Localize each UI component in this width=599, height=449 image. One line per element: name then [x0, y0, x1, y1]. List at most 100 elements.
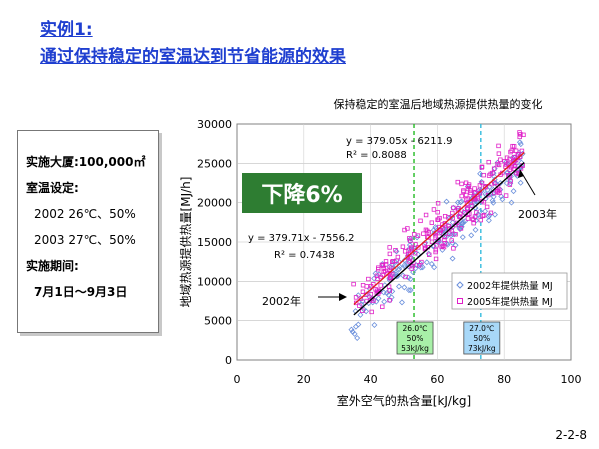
point-2002 — [516, 139, 523, 146]
point-2005 — [491, 166, 497, 171]
point-2005 — [450, 210, 455, 216]
info-building-area: 实施大厦:100,000㎡ — [26, 155, 146, 169]
axes: 0 5000 10000 15000 20000 25000 30000 0 20 40 60 80 1… — [197, 118, 582, 386]
point-2005 — [451, 246, 456, 251]
reference-label-text: 53kJ/kg — [401, 344, 429, 353]
point-2005 — [470, 216, 475, 222]
point-2002 — [443, 198, 450, 205]
point-2005 — [426, 230, 431, 235]
point-2002 — [455, 221, 462, 228]
label-2002: 2002年 — [262, 294, 301, 308]
point-2005 — [519, 148, 525, 154]
reference-label-text: 50% — [473, 334, 490, 343]
point-2002 — [492, 211, 498, 218]
point-2005 — [381, 266, 386, 271]
point-2005 — [472, 186, 477, 191]
y-tick-label: 0 — [225, 354, 232, 367]
point-2002 — [394, 272, 401, 279]
y-tick-label: 25000 — [197, 157, 232, 170]
point-2005 — [459, 193, 464, 199]
point-2002 — [407, 287, 414, 294]
point-2005 — [504, 155, 510, 160]
point-2005 — [453, 232, 458, 237]
x-tick-label: 0 — [234, 373, 241, 386]
info-period-label: 实施期间: — [26, 259, 79, 273]
point-2002 — [407, 276, 414, 282]
info-temp-setting-label: 室温设定: — [26, 181, 79, 195]
point-2005 — [479, 198, 485, 204]
point-2005 — [484, 204, 490, 210]
point-2005 — [368, 284, 374, 289]
reduction-callout-text: 下降6% — [261, 183, 342, 208]
reference-label-box — [396, 321, 434, 355]
point-2005 — [477, 183, 483, 188]
point-2005 — [387, 245, 392, 250]
point-2005 — [429, 239, 435, 245]
point-2005 — [407, 256, 413, 261]
point-2005 — [466, 184, 472, 189]
point-2005 — [436, 217, 441, 222]
point-2002 — [375, 295, 382, 302]
point-2005 — [400, 244, 406, 249]
point-2002 — [410, 269, 417, 276]
point-2005 — [378, 274, 383, 280]
point-2002 — [401, 284, 408, 291]
point-2005 — [380, 263, 386, 268]
chart-title: 保持稳定的室温后地域热源提供热量的变化 — [334, 97, 543, 111]
point-2002 — [459, 234, 466, 241]
point-2005 — [422, 242, 427, 247]
point-2005 — [465, 207, 470, 212]
point-2005 — [442, 214, 448, 219]
point-2002 — [400, 272, 407, 279]
point-2005 — [496, 151, 502, 156]
point-2002 — [380, 289, 387, 296]
point-2005 — [369, 309, 374, 315]
point-2005 — [409, 266, 414, 271]
point-2002 — [508, 199, 515, 206]
point-2005 — [383, 262, 389, 267]
fit-2005-r2: R² = 0.8088 — [346, 150, 407, 161]
y-tick-label: 30000 — [197, 118, 232, 131]
point-2002 — [468, 232, 475, 239]
point-2002 — [351, 330, 358, 337]
point-2005 — [478, 217, 483, 223]
point-2005 — [360, 308, 365, 313]
point-2002 — [389, 288, 396, 295]
label-2003: 2003年 — [518, 207, 557, 221]
y-tick-label: 20000 — [197, 197, 232, 210]
point-2005 — [429, 220, 435, 225]
trendline-2005 — [353, 151, 525, 306]
legend — [451, 272, 568, 310]
point-2005 — [464, 206, 470, 211]
point-2002 — [414, 234, 421, 241]
point-2005 — [403, 274, 408, 280]
point-2002 — [498, 193, 505, 200]
point-2005 — [446, 215, 451, 220]
point-2005 — [353, 295, 359, 300]
point-2005 — [413, 250, 418, 256]
point-2005 — [463, 197, 469, 202]
point-2005 — [451, 205, 456, 211]
x-axis-label: 室外空气的热含量[kJ/kg] — [337, 393, 471, 408]
arrowhead-2003 — [518, 170, 524, 178]
point-2005 — [474, 210, 479, 215]
point-2005 — [373, 287, 378, 292]
legend-label: 2005年提供热量 MJ — [467, 296, 553, 308]
point-2005 — [364, 284, 369, 289]
point-2005 — [498, 157, 503, 162]
point-2005 — [386, 284, 392, 289]
point-2005 — [446, 223, 452, 229]
point-2005 — [469, 203, 474, 208]
point-2005 — [449, 228, 455, 233]
point-2002 — [472, 226, 479, 233]
slide-title: 实例1: — [40, 20, 93, 40]
point-2005 — [517, 154, 523, 159]
point-2005 — [408, 245, 414, 250]
point-2005 — [508, 178, 513, 184]
point-2005 — [376, 265, 381, 270]
point-2002 — [486, 212, 493, 218]
point-2002 — [510, 188, 517, 195]
point-2005 — [468, 190, 473, 196]
point-2005 — [471, 220, 476, 226]
point-2002 — [369, 299, 376, 306]
